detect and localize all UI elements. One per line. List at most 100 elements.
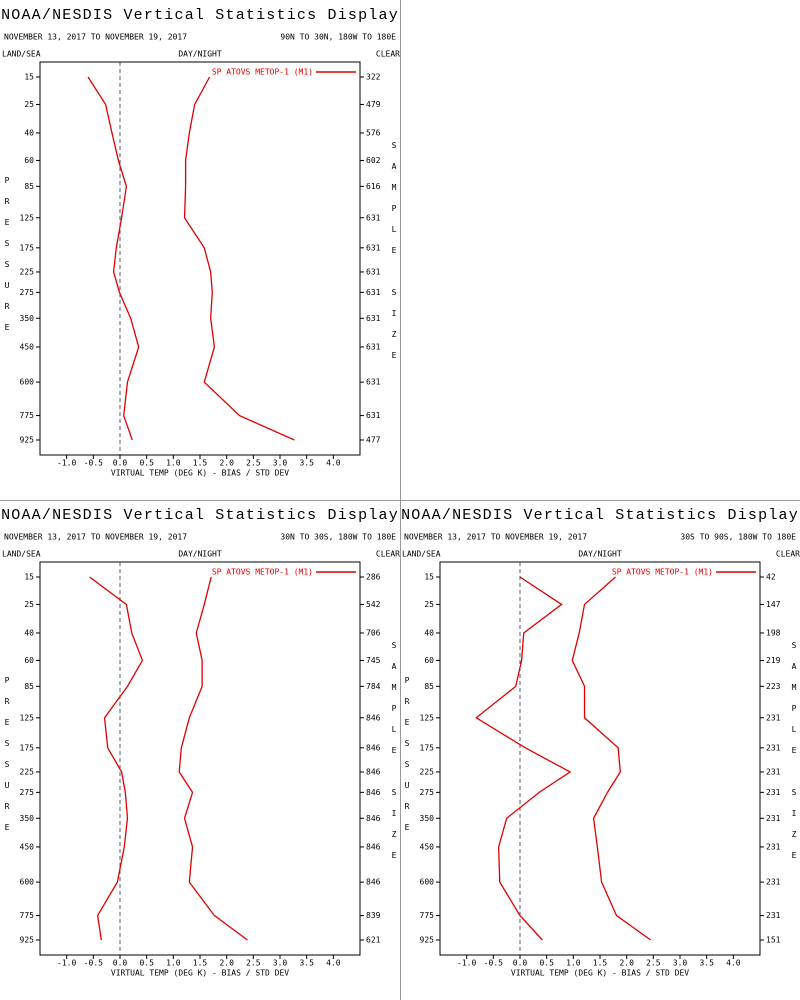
y-tick-label: 125 [420,713,435,722]
y-tick-label: 175 [420,743,435,752]
x-tick-label: -0.5 [84,459,103,468]
sample-size: 631 [366,378,381,387]
sample-size: 477 [366,436,381,445]
x-tick-label: -0.5 [84,959,103,968]
sample-size: 631 [366,314,381,323]
x-tick-label: -0.5 [484,959,503,968]
x-tick-label: 0.5 [539,959,554,968]
sample-size: 479 [366,100,381,109]
y-tick-label: 350 [20,814,35,823]
sample-size: 706 [366,628,381,637]
clear: CLEAR [376,550,400,559]
y-tick-label: 225 [420,767,435,776]
sample-size: 231 [766,911,781,920]
x-tick-label: 1.0 [166,459,181,468]
x-tick-label: 3.0 [273,959,288,968]
y-tick-label: 60 [24,656,34,665]
y-tick-label: 600 [20,878,35,887]
chart-title: NOAA/NESDIS Vertical Statistics Display [401,507,799,524]
region: 30S TO 90S, 180W TO 180E [680,533,796,542]
sample-size: 219 [766,656,781,665]
sample-size: 846 [366,743,381,752]
y2-axis-label: SAMPLE SIZE [390,141,399,372]
sample-size: 631 [366,243,381,252]
clear: CLEAR [376,50,400,59]
date-range: NOVEMBER 13, 2017 TO NOVEMBER 19, 2017 [404,533,587,542]
panel: NOAA/NESDIS Vertical Statistics Display N… [1,507,400,978]
bias-line [475,576,572,941]
sample-size: 322 [366,73,381,82]
legend-label: SP ATOVS METOP-1 (M1) [212,68,313,77]
y-axis-label: PRESSURE [3,176,12,344]
sample-size: 631 [366,213,381,222]
bias-line [89,576,144,941]
y-tick-label: 275 [20,788,35,797]
chart-title: NOAA/NESDIS Vertical Statistics Display [1,507,399,524]
x-tick-label: 2.5 [246,959,261,968]
std_dev-line [178,576,248,941]
y-tick-label: 450 [20,342,35,351]
day-night: DAY/NIGHT [178,550,222,559]
sample-size: 602 [366,156,381,165]
x-tick-label: 1.5 [193,959,208,968]
y-tick-label: 40 [24,628,34,637]
sample-size: 846 [366,878,381,887]
sample-size: 576 [366,128,381,137]
x-tick-label: 3.5 [299,959,314,968]
sample-size: 846 [366,788,381,797]
sample-size: 631 [366,411,381,420]
legend-label: SP ATOVS METOP-1 (M1) [212,568,313,577]
sample-size: 616 [366,182,381,191]
sample-size: 42 [766,573,776,582]
clear: CLEAR [776,550,800,559]
sample-size: 784 [366,682,381,691]
sample-size: 231 [766,878,781,887]
land-sea: LAND/SEA [2,50,41,59]
x-axis-label: VIRTUAL TEMP (DEG K) - BIAS / STD DEV [511,969,689,978]
x-tick-label: 4.0 [326,959,341,968]
y-tick-label: 350 [20,314,35,323]
x-tick-label: 3.5 [699,959,714,968]
sample-size: 621 [366,936,381,945]
land-sea: LAND/SEA [2,550,41,559]
y-tick-label: 275 [420,788,435,797]
x-tick-label: 1.0 [566,959,581,968]
region: 30N TO 30S, 180W TO 180E [280,533,396,542]
x-tick-label: 0.5 [139,959,154,968]
y-tick-label: 275 [20,288,35,297]
panel: NOAA/NESDIS Vertical Statistics Display N… [1,7,400,478]
sample-size: 223 [766,682,781,691]
sample-size: 846 [366,713,381,722]
sample-size: 231 [766,814,781,823]
x-tick-label: 3.5 [299,459,314,468]
sample-size: 542 [366,600,381,609]
y-tick-label: 40 [24,128,34,137]
y-tick-label: 25 [424,600,434,609]
sample-size: 286 [366,573,381,582]
y-tick-label: 85 [24,182,34,191]
y2-axis-label: SAMPLE SIZE [390,641,399,872]
y-tick-label: 125 [20,713,35,722]
std_dev-line [183,76,295,441]
x-tick-label: 1.5 [193,459,208,468]
y-tick-label: 15 [424,573,434,582]
sample-size: 631 [366,342,381,351]
region: 90N TO 30N, 180W TO 180E [280,33,396,42]
y-tick-label: 15 [24,573,34,582]
x-tick-label: 0.5 [139,459,154,468]
day-night: DAY/NIGHT [178,50,222,59]
chart-title: NOAA/NESDIS Vertical Statistics Display [1,7,399,24]
y-tick-label: 925 [420,936,435,945]
x-tick-label: 2.5 [246,459,261,468]
x-tick-label: 0.0 [113,459,128,468]
x-tick-label: -1.0 [457,959,476,968]
legend-label: SP ATOVS METOP-1 (M1) [612,568,713,577]
sample-size: 198 [766,628,781,637]
sample-size: 745 [366,656,381,665]
y-tick-label: 40 [424,628,434,637]
x-tick-label: 3.0 [273,459,288,468]
x-tick-label: 0.0 [113,959,128,968]
y-tick-label: 25 [24,100,34,109]
y-tick-label: 225 [20,767,35,776]
